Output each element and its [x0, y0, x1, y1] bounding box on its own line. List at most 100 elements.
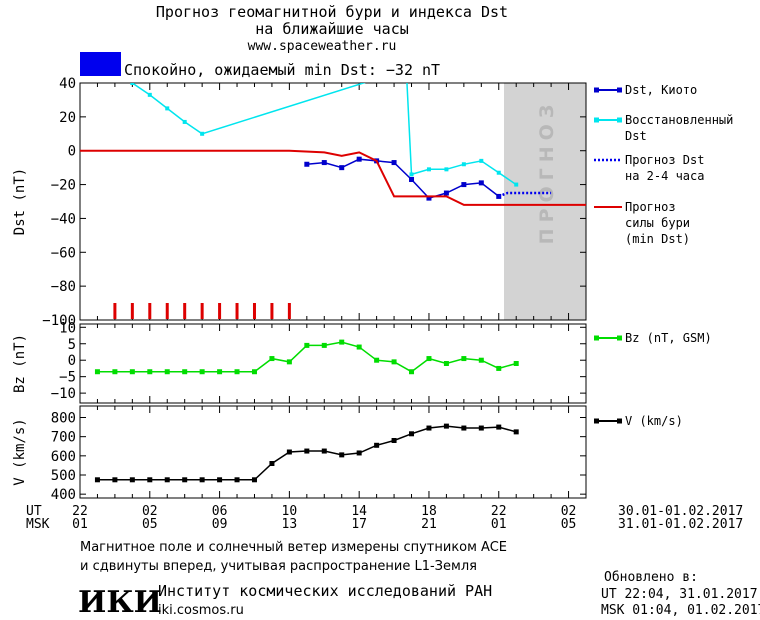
footer-note-line2: и сдвинуты вперед, учитывая распростране… — [80, 559, 477, 574]
y-tick-label: 600 — [51, 449, 76, 465]
series-group — [94, 339, 519, 375]
data-point — [478, 180, 484, 186]
y-tick-label: 20 — [59, 110, 76, 126]
data-point — [182, 477, 188, 483]
data-point — [147, 92, 152, 97]
data-point — [321, 342, 327, 348]
y-tick-label: −5 — [59, 370, 76, 386]
source-url[interactable]: www.spaceweather.ru — [248, 39, 397, 54]
data-point — [426, 425, 432, 431]
legend-label: Bz (nT, GSM) — [625, 331, 712, 345]
data-point — [409, 172, 414, 177]
data-point — [182, 369, 188, 375]
ut-tick-label: 22 — [72, 504, 88, 519]
y-tick-label: 0 — [68, 144, 76, 160]
series-line — [306, 158, 500, 199]
iki-logo: ИКИ — [78, 585, 162, 620]
chart-title-line2: на ближайшие часы — [255, 20, 409, 38]
data-point — [391, 359, 397, 365]
y-tick-label: 40 — [59, 76, 76, 92]
time-axis-labels: UT MSK 30.01-01.02.2017 31.01-01.02.2017… — [26, 504, 743, 532]
legend-label: Прогноз — [625, 200, 676, 214]
data-point — [251, 477, 257, 483]
ut-tick-label: 10 — [282, 504, 298, 519]
data-point — [234, 477, 240, 483]
data-point — [147, 477, 153, 483]
msk-date-range: 31.01-01.02.2017 — [618, 517, 743, 532]
msk-axis-label: MSK — [26, 517, 50, 532]
data-point — [443, 190, 449, 196]
data-point — [269, 356, 275, 362]
data-point — [321, 448, 327, 454]
forecast-band-label: ПРОГНОЗ — [536, 99, 558, 245]
ut-tick-label: 14 — [351, 504, 367, 519]
y-tick-label: 800 — [51, 411, 76, 427]
y-tick-label: 5 — [68, 337, 76, 353]
status-text: Спокойно, ожидаемый min Dst: −32 nT — [124, 61, 440, 79]
data-point — [391, 438, 397, 443]
legend-label: силы бури — [625, 216, 690, 230]
data-point — [513, 429, 519, 435]
data-point — [426, 195, 432, 201]
data-point — [94, 369, 100, 375]
data-point — [339, 339, 345, 345]
y-tick-label: 500 — [51, 468, 76, 484]
data-point — [251, 369, 257, 375]
ut-tick-label: 22 — [491, 504, 507, 519]
ut-axis-label: UT — [26, 504, 42, 519]
legend-marker — [594, 87, 599, 93]
institute-name: Институт космических исследований РАН — [158, 582, 492, 600]
ut-tick-label: 18 — [421, 504, 437, 519]
data-point — [304, 448, 310, 454]
data-point — [444, 167, 449, 172]
legend-marker — [617, 335, 622, 341]
data-point — [199, 477, 205, 483]
data-point — [164, 477, 170, 483]
y-axis-label: Bz (nT) — [12, 334, 28, 393]
data-point — [356, 156, 362, 162]
data-point — [513, 361, 519, 366]
y-axis-label: V (km/s) — [12, 418, 28, 485]
legend-label: на 2-4 часа — [625, 169, 704, 183]
data-point — [356, 450, 362, 456]
iki-logo-text: ИКИ — [78, 585, 162, 620]
legend-marker — [617, 418, 622, 424]
data-point — [478, 357, 484, 363]
data-point — [286, 359, 292, 365]
series-group — [80, 83, 586, 206]
data-point — [409, 369, 415, 375]
legend-marker — [594, 117, 599, 123]
legend-label: (min Dst) — [625, 232, 690, 246]
data-point — [339, 452, 345, 458]
series-line — [498, 191, 552, 198]
msk-tick-label: 13 — [282, 517, 298, 532]
forecast-band — [503, 83, 586, 320]
data-point — [164, 369, 170, 375]
data-point — [461, 182, 467, 188]
data-point — [356, 344, 362, 350]
y-axis-label: Dst (nT) — [12, 168, 28, 235]
y-tick-label: −60 — [51, 245, 76, 261]
data-point — [409, 176, 415, 182]
series-group — [94, 423, 519, 483]
data-point — [391, 160, 397, 166]
data-point — [217, 369, 223, 375]
data-point — [461, 356, 467, 362]
y-tick-label: 700 — [51, 430, 76, 446]
y-tick-label: −100 — [42, 313, 76, 329]
data-point — [182, 119, 187, 124]
legend-marker — [617, 87, 622, 93]
data-point — [304, 161, 310, 167]
data-point — [304, 342, 310, 348]
institute-site[interactable]: iki.cosmos.ru — [158, 603, 244, 618]
legend-label: V (km/s) — [625, 414, 683, 428]
ut-date-range: 30.01-01.02.2017 — [618, 504, 743, 519]
data-point — [409, 431, 415, 437]
y-tick-label: 400 — [51, 487, 76, 503]
msk-tick-label: 01 — [491, 517, 507, 532]
msk-tick-label: 17 — [351, 517, 367, 532]
data-point — [321, 160, 327, 166]
data-point — [461, 425, 467, 431]
chart-title-line1: Прогноз геомагнитной бури и индекса Dst — [156, 3, 508, 21]
data-point — [130, 83, 135, 85]
